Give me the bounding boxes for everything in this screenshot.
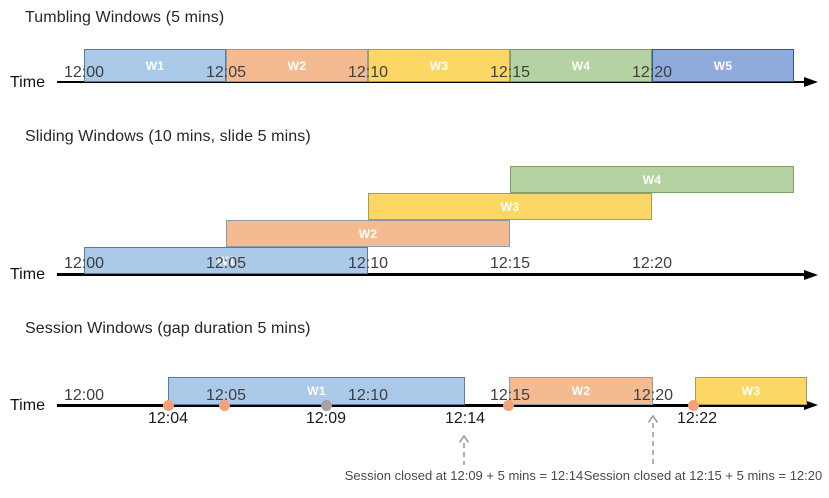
session-time-axis-label: Time [10,397,45,414]
event-dot [162,400,174,411]
window-label: W4 [642,172,662,187]
tumbling-section-title: Tumbling Windows (5 mins) [25,9,225,26]
annotation-up-arrow-icon [458,434,470,465]
tick-label: 12:15 [489,64,531,81]
sliding-window-w4: W4 [510,166,794,193]
tick-label: 12:05 [205,387,247,404]
tick-label: 12:20 [631,255,673,272]
session-closed-annotation: Session closed at 12:15 + 5 mins = 12:20 [583,468,823,483]
window-label: W4 [571,58,591,73]
window-label: W1 [216,253,236,268]
window-label: W5 [713,58,733,73]
tick-label: 12:10 [347,64,389,81]
session-closed-annotation: Session closed at 12:09 + 5 mins = 12:14 [344,468,584,483]
session-window-w1: W1 [168,377,465,405]
event-time-label: 12:14 [444,410,486,427]
sliding-window-w1: W1 [84,247,368,274]
tumbling-window-w5: W5 [652,49,794,82]
window-label: W1 [307,384,326,398]
tumbling-window-w3: W3 [368,49,510,82]
session-timeline [57,404,804,407]
event-dot [218,400,230,411]
tick-label: 12:20 [631,64,673,81]
event-time-label: 12:04 [147,410,189,427]
tumbling-window-w2: W2 [226,49,368,82]
tick-label: 12:05 [205,64,247,81]
window-label: W2 [358,226,378,241]
event-time-label: 12:22 [676,410,718,427]
tumbling-window-w4: W4 [510,49,652,82]
tick-label: 12:10 [347,387,389,404]
window-label: W3 [429,58,449,73]
session-window-w2: W2 [509,377,653,405]
tumbling-timeline [57,81,804,83]
session-timeline-arrow-icon [804,400,818,410]
event-time-label: 12:09 [305,410,347,427]
tick-label: 12:05 [205,255,247,272]
session-section-title: Session Windows (gap duration 5 mins) [25,320,311,337]
event-dot [502,400,514,411]
tick-label: 12:10 [347,255,389,272]
event-dot [687,400,699,411]
sliding-window-w2: W2 [226,220,510,247]
tumbling-window-w1: W1 [84,49,226,82]
sliding-section-title: Sliding Windows (10 mins, slide 5 mins) [25,128,311,145]
tick-label: 12:20 [632,387,674,404]
window-label: W2 [287,58,307,73]
sliding-timeline-arrow-icon [804,270,818,280]
tick-label: 12:00 [63,64,105,81]
annotation-up-arrow-icon [647,414,659,465]
sliding-window-w3: W3 [368,193,652,220]
window-label: W2 [571,384,591,398]
tick-label: 12:15 [489,387,531,404]
window-label: W3 [500,199,520,214]
window-label: W1 [145,58,165,73]
tick-label: 12:00 [63,387,105,404]
tick-label: 12:00 [63,255,105,272]
session-window-w3: W3 [695,377,807,405]
window-label: W3 [741,384,761,398]
event-dot [320,400,332,411]
tumbling-time-axis-label: Time [10,74,45,91]
tumbling-timeline-arrow-icon [804,77,818,87]
tick-label: 12:15 [489,255,531,272]
sliding-time-axis-label: Time [10,266,45,283]
sliding-timeline [57,273,804,276]
